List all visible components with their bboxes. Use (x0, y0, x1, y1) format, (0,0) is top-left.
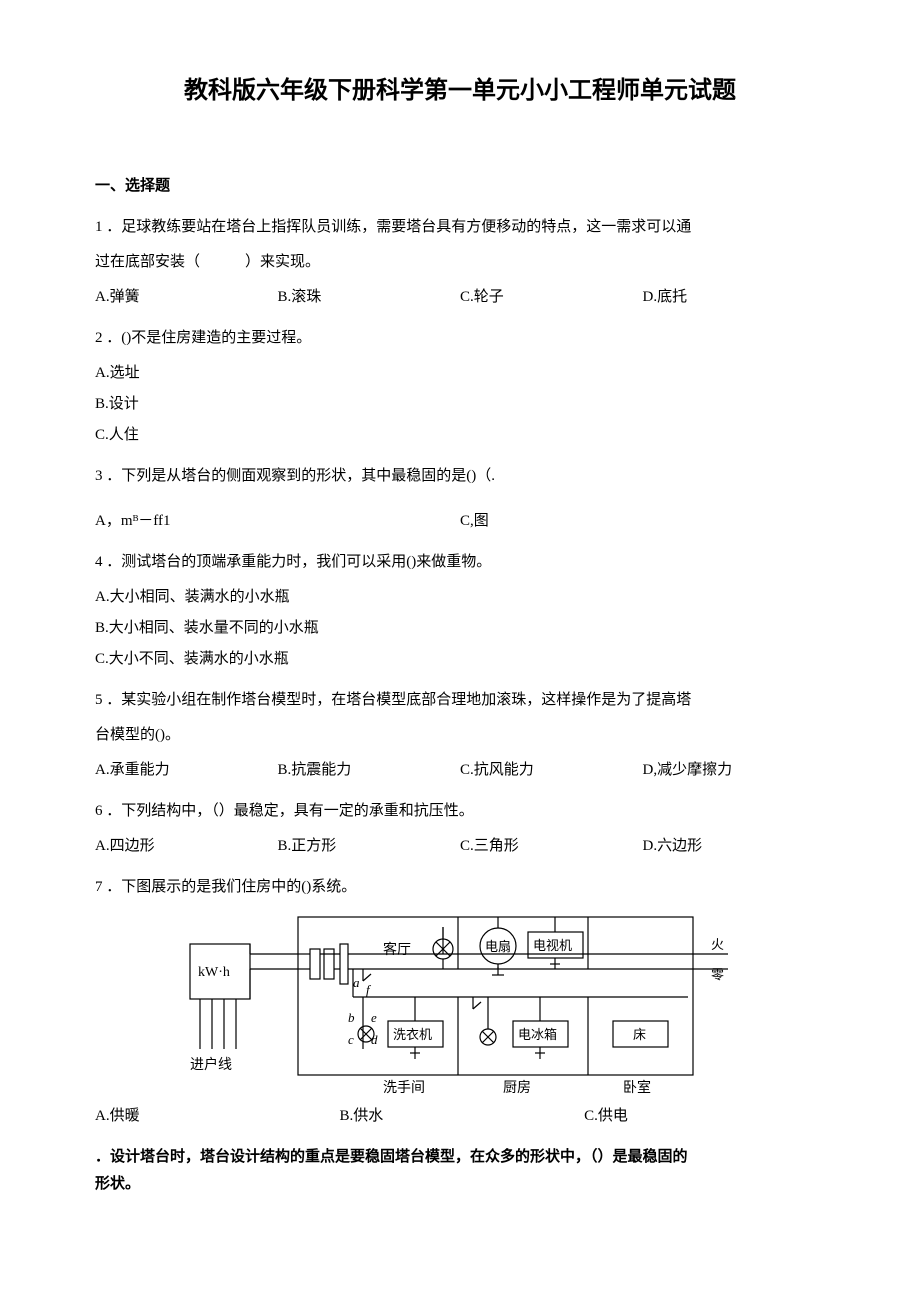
question-7: 7 ．下图展示的是我们住房中的()系统。 kW·h 进户线 火零 客厅 a 电扇 电视机 fb… (95, 874, 825, 1130)
q6-opt-d: D.六边形 (643, 833, 826, 860)
q6-text: 6 ．下列结构中，（）最稳定，具有一定的承重和抗压性。 (95, 798, 825, 825)
svg-text:b: b (348, 1010, 355, 1025)
svg-text:床: 床 (633, 1027, 646, 1042)
q1-line1: 1 ．足球教练要站在塔台上指挥队员训练，需要塔台具有方便移动的特点，这一需求可以… (95, 214, 825, 241)
q5-line1: 5 ．某实验小组在制作塔台模型时，在塔台模型底部合理地加滚珠，这样操作是为了提高… (95, 687, 825, 714)
q6-opt-c: C.三角形 (460, 833, 643, 860)
q5-line2: 台模型的()。 (95, 722, 825, 749)
q1-line2: 过在底部安装（ ）来实现。 (95, 249, 825, 276)
q2-text: 2 ．()不是住房建造的主要过程。 (95, 325, 825, 352)
svg-text:洗手间: 洗手间 (383, 1080, 425, 1096)
section-heading: 一、选择题 (95, 173, 825, 200)
q4-opt-a: A.大小相同、装满水的小水瓶 (95, 584, 825, 611)
q5-opt-b: B.抗震能力 (278, 757, 461, 784)
q2-opt-a: A.选址 (95, 360, 825, 387)
question-5: 5 ．某实验小组在制作塔台模型时，在塔台模型底部合理地加滚珠，这样操作是为了提高… (95, 687, 825, 784)
q6-opt-b: B.正方形 (278, 833, 461, 860)
question-8: ．设计塔台时，塔台设计结构的重点是要稳固塔台模型，在众多的形状中，（）是最稳固的… (95, 1144, 825, 1198)
circuit-diagram: kW·h进户线火零客厅a电扇电视机fbced洗衣机电冰箱床洗手间厨房卧室 (95, 909, 825, 1097)
svg-text:客厅: 客厅 (383, 941, 411, 958)
q1-opt-b: B.滚珠 (278, 284, 461, 311)
svg-text:电扇: 电扇 (485, 939, 511, 954)
svg-text:电视机: 电视机 (533, 938, 572, 953)
svg-text:卧室: 卧室 (623, 1079, 651, 1096)
svg-text:电冰箱: 电冰箱 (518, 1027, 557, 1042)
question-3: 3 ．下列是从塔台的侧面观察到的形状，其中最稳固的是()（. A，mᴮ－ff1 … (95, 463, 825, 535)
q8-line2: 形状。 (95, 1176, 140, 1192)
q7-text: 7 ．下图展示的是我们住房中的()系统。 (95, 874, 825, 901)
q2-opt-c: C.人住 (95, 422, 825, 449)
question-6: 6 ．下列结构中，（）最稳定，具有一定的承重和抗压性。 A.四边形 B.正方形 … (95, 798, 825, 860)
q1-opt-c: C.轮子 (460, 284, 643, 311)
q2-opt-b: B.设计 (95, 391, 825, 418)
svg-text:进户线: 进户线 (190, 1056, 232, 1073)
q4-opt-c: C.大小不同、装满水的小水瓶 (95, 646, 825, 673)
q6-opt-a: A.四边形 (95, 833, 278, 860)
svg-text:火: 火 (711, 937, 724, 952)
q8-line1: ．设计塔台时，塔台设计结构的重点是要稳固塔台模型，在众多的形状中，（）是最稳固的 (95, 1149, 688, 1165)
circuit-svg: kW·h进户线火零客厅a电扇电视机fbced洗衣机电冰箱床洗手间厨房卧室 (188, 909, 733, 1097)
svg-text:f: f (366, 982, 372, 997)
q3-opt-a: A，mᴮ－ff1 (95, 508, 460, 535)
q7-opt-a: A.供暖 (95, 1103, 336, 1130)
q5-opt-a: A.承重能力 (95, 757, 278, 784)
svg-text:kW·h: kW·h (198, 965, 230, 980)
q1-opt-a: A.弹簧 (95, 284, 278, 311)
q5-opt-c: C.抗风能力 (460, 757, 643, 784)
page-title: 教科版六年级下册科学第一单元小小工程师单元试题 (95, 70, 825, 113)
question-4: 4 ．测试塔台的顶端承重能力时，我们可以采用()来做重物。 A.大小相同、装满水… (95, 549, 825, 673)
svg-text:厨房: 厨房 (503, 1080, 531, 1096)
q3-opt-c: C,图 (460, 508, 825, 535)
q7-opt-b: B.供水 (340, 1103, 581, 1130)
svg-text:e: e (371, 1010, 377, 1025)
svg-text:洗衣机: 洗衣机 (393, 1027, 432, 1042)
q1-opt-d: D.底托 (643, 284, 826, 311)
q5-opt-d: D,减少摩擦力 (643, 757, 826, 784)
question-2: 2 ．()不是住房建造的主要过程。 A.选址 B.设计 C.人住 (95, 325, 825, 449)
q7-opt-c: C.供电 (584, 1103, 825, 1130)
svg-text:a: a (353, 975, 360, 990)
q3-text: 3 ．下列是从塔台的侧面观察到的形状，其中最稳固的是()（. (95, 463, 825, 490)
svg-text:零: 零 (711, 967, 724, 982)
svg-text:c: c (348, 1032, 354, 1047)
question-1: 1 ．足球教练要站在塔台上指挥队员训练，需要塔台具有方便移动的特点，这一需求可以… (95, 214, 825, 311)
q4-text: 4 ．测试塔台的顶端承重能力时，我们可以采用()来做重物。 (95, 549, 825, 576)
q4-opt-b: B.大小相同、装水量不同的小水瓶 (95, 615, 825, 642)
